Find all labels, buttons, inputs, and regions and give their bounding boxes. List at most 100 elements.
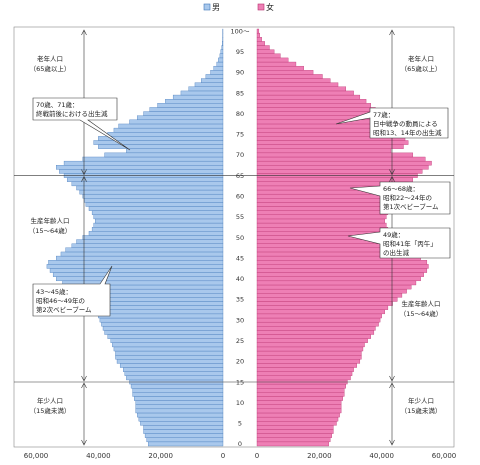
male-bar-age-19 [119, 363, 224, 368]
callout-43-line3: 第2次ベビーブーム [36, 305, 92, 314]
male-bar-age-17 [124, 371, 224, 376]
male-bar-age-56 [91, 210, 224, 215]
female-bar-age-82 [256, 103, 371, 108]
male-bar-age-7 [137, 412, 224, 418]
callout-49-line2: 昭和41年「丙午」 [383, 239, 437, 248]
male-bar-age-50 [82, 235, 224, 240]
male-bar-age-12 [132, 392, 224, 397]
female-bar-age-96 [256, 45, 270, 50]
female-bar-age-66 [256, 169, 423, 174]
age-tick-25: 25 [236, 337, 244, 345]
male-bar-age-49 [76, 239, 224, 244]
male-bar-age-48 [71, 243, 224, 248]
bracket-arrow-down-1-2 [389, 439, 395, 446]
female-bar-age-89 [256, 74, 323, 79]
male-bar-age-96 [221, 45, 224, 50]
female-bar-age-54 [256, 218, 385, 224]
right-working-label-2: （15～64歳） [400, 309, 443, 318]
callout-49-line3: の出生減 [383, 248, 410, 257]
male-bar-age-40 [56, 276, 224, 282]
male-bar-age-69 [82, 156, 224, 162]
female-series [256, 28, 432, 447]
left-elderly-label-1: 老年人口 [37, 54, 63, 63]
male-bar-age-3 [143, 429, 224, 434]
female-bar-age-84 [256, 94, 361, 100]
male-bar-age-13 [132, 388, 224, 393]
female-bar-age-10 [256, 400, 342, 405]
female-bar-age-43 [256, 264, 429, 269]
male-bar-age-14 [130, 383, 224, 389]
age-tick-75: 75 [236, 131, 244, 139]
age-tick-45: 45 [236, 254, 244, 262]
female-bar-age-38 [256, 284, 412, 290]
left-working-label-2: （15～64歳） [29, 226, 72, 235]
age-tick-50: 50 [236, 234, 244, 242]
callout-66-68: 66～68歳： 昭和22～24年の 第1次ベビーブーム [349, 181, 451, 215]
callout-49-line1: 49歳： [383, 230, 404, 239]
male-bar-age-27 [104, 330, 224, 335]
male-bar-age-41 [52, 272, 224, 277]
male-bar-age-78 [129, 119, 224, 125]
female-bar-age-18 [256, 367, 354, 372]
male-bar-age-68 [63, 160, 224, 166]
bracket-arrow-up-1-2 [389, 382, 395, 389]
male-bar-age-75 [107, 132, 224, 137]
female-bar-age-70 [256, 152, 414, 158]
callout-77-line3: 昭和13、14年の出生減 [373, 128, 442, 137]
male-bar-age-93 [218, 57, 224, 63]
x-tick-3: 20,000 [148, 452, 173, 460]
right-young-label-2: （15歳未満） [401, 406, 442, 415]
male-bar-age-54 [95, 218, 224, 224]
male-bar-age-52 [91, 227, 224, 232]
female-bar-age-95 [256, 49, 275, 54]
female-bar-age-58 [256, 202, 395, 207]
male-bar-age-55 [93, 214, 224, 220]
male-bar-age-77 [118, 123, 224, 129]
age-tick-90: 90 [236, 69, 244, 77]
male-bar-age-0 [148, 441, 224, 447]
male-bar-age-81 [149, 107, 224, 112]
x-tick-0-female: 0 [255, 452, 259, 460]
male-bar-age-2 [144, 433, 224, 438]
age-tick-35: 35 [236, 296, 244, 304]
female-bar-age-35 [256, 297, 398, 302]
male-bar-age-30 [99, 317, 224, 323]
male-bar-age-21 [115, 354, 224, 360]
bracket-arrow-down-1-0 [389, 169, 395, 176]
female-bar-age-14 [256, 383, 346, 389]
callout-70-line1: 70歳、71歳： [36, 100, 79, 109]
female-bar-age-73 [256, 140, 409, 145]
male-bar-age-61 [79, 189, 224, 195]
male-bar-age-18 [123, 367, 224, 372]
female-bar-age-85 [256, 90, 354, 96]
female-bar-age-98 [256, 37, 262, 42]
male-bar-age-91 [213, 65, 224, 71]
female-bar-age-97 [256, 41, 265, 46]
male-bar-age-31 [98, 313, 224, 319]
male-bar-age-29 [101, 321, 224, 327]
bracket-arrow-up-1-0 [389, 29, 395, 36]
male-bar-age-46 [60, 251, 224, 257]
male-bar-age-44 [48, 260, 224, 265]
male-bar-age-95 [220, 49, 224, 54]
female-bar-age-13 [256, 388, 345, 393]
bracket-arrow-down-0-1 [81, 375, 87, 382]
age-tick-20: 20 [236, 358, 244, 366]
female-bar-age-44 [256, 260, 428, 265]
female-bar-age-24 [256, 342, 365, 348]
female-bar-age-83 [256, 99, 367, 104]
female-bar-age-36 [256, 293, 403, 298]
callout-77-line2: 日中戦争の動員による [373, 119, 438, 128]
male-bar-age-6 [138, 416, 224, 422]
female-bar-age-1 [256, 437, 331, 443]
male-bar-age-87 [194, 82, 224, 87]
female-bar-age-56 [256, 210, 389, 215]
female-bar-age-57 [256, 206, 392, 211]
callout-66-line1: 66～68歳： [383, 184, 419, 193]
callout-66-line2: 昭和22～24年の [383, 193, 432, 202]
legend-female-label: 女 [266, 2, 274, 12]
female-bar-age-86 [256, 86, 346, 92]
male-bar-age-64 [66, 177, 224, 182]
female-bar-age-21 [256, 354, 362, 360]
female-bar-age-59 [256, 198, 396, 203]
